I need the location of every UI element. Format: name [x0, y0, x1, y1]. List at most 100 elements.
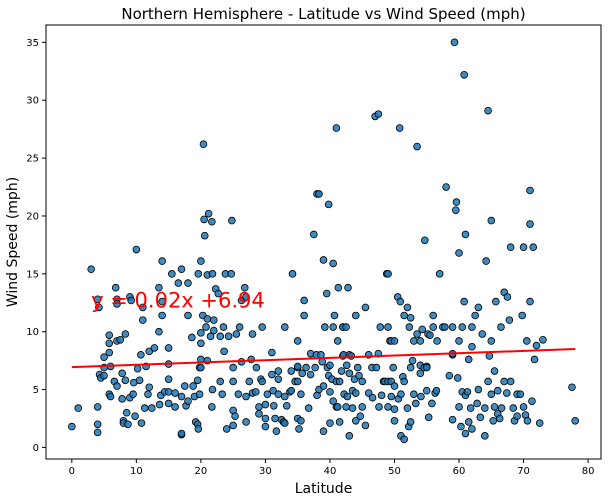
data-point: [280, 419, 289, 427]
data-point: [197, 363, 205, 372]
data-point: [497, 323, 505, 331]
data-point: [400, 311, 408, 320]
data-point: [539, 335, 547, 344]
data-point: [450, 38, 459, 47]
data-point: [322, 289, 331, 298]
data-point: [158, 311, 166, 320]
data-point: [493, 386, 502, 395]
data-point: [248, 330, 257, 338]
data-point: [351, 389, 360, 397]
x-tick-label: 20: [195, 466, 208, 477]
y-tick-label: 20: [26, 211, 39, 222]
data-point: [329, 397, 337, 405]
data-point: [457, 422, 465, 431]
data-point: [487, 337, 496, 345]
data-point: [168, 270, 176, 278]
data-point: [368, 393, 377, 402]
data-point: [503, 293, 512, 301]
data-point: [129, 390, 137, 398]
data-point: [441, 323, 449, 331]
data-point: [139, 316, 147, 324]
data-point: [124, 420, 132, 429]
data-point: [345, 432, 354, 440]
data-point: [164, 375, 173, 383]
data-point: [478, 330, 487, 338]
data-point: [93, 420, 102, 429]
data-point: [482, 257, 490, 265]
data-point: [155, 283, 163, 292]
data-point: [390, 417, 399, 425]
data-point: [197, 339, 205, 348]
data-point: [105, 348, 114, 357]
data-point: [310, 230, 318, 239]
data-point: [131, 412, 139, 420]
data-point: [195, 390, 204, 398]
x-axis-label: Latitude: [295, 481, 353, 497]
data-point: [261, 422, 270, 431]
data-point: [155, 327, 163, 336]
data-point: [351, 417, 360, 425]
data-point: [242, 392, 250, 401]
data-point: [272, 427, 281, 436]
data-point: [361, 303, 370, 312]
data-point: [487, 216, 496, 225]
data-point: [348, 404, 357, 412]
data-point: [93, 295, 102, 304]
x-tick-label: 0: [69, 466, 75, 477]
data-point: [302, 363, 310, 372]
data-point: [155, 400, 164, 409]
data-point: [171, 403, 179, 411]
data-point: [145, 347, 154, 356]
data-point: [484, 106, 492, 115]
data-point: [315, 190, 323, 198]
data-point: [320, 323, 329, 331]
data-point: [184, 397, 192, 405]
data-point: [395, 124, 404, 132]
data-point: [464, 418, 473, 426]
data-point: [326, 361, 334, 370]
data-point: [374, 110, 383, 118]
data-point: [258, 377, 266, 386]
data-point: [424, 413, 433, 422]
data-point: [222, 425, 231, 433]
data-point: [568, 383, 576, 392]
data-point: [405, 323, 414, 331]
data-point: [487, 390, 496, 398]
data-point: [245, 377, 254, 386]
data-point: [105, 339, 114, 348]
data-point: [164, 399, 173, 408]
data-point: [229, 377, 237, 386]
data-point: [220, 347, 228, 356]
data-point: [100, 353, 108, 361]
data-point: [122, 408, 131, 417]
data-point: [287, 367, 296, 375]
data-point: [403, 404, 412, 412]
data-point: [240, 283, 249, 292]
data-point: [532, 341, 541, 350]
data-point: [274, 375, 283, 383]
regression-line: [71, 348, 576, 369]
data-point: [476, 413, 485, 422]
data-point: [416, 337, 425, 345]
y-tick-label: 10: [26, 327, 39, 338]
data-point: [406, 418, 415, 426]
data-point: [445, 371, 454, 380]
data-point: [164, 344, 173, 352]
data-point: [530, 355, 539, 364]
data-point: [194, 425, 203, 433]
data-point: [358, 403, 367, 411]
data-point: [74, 404, 83, 412]
data-point: [224, 332, 233, 341]
data-point: [528, 397, 536, 405]
data-point: [344, 283, 352, 292]
data-point: [197, 329, 205, 337]
data-point: [235, 323, 244, 331]
data-point: [203, 315, 212, 323]
data-point: [268, 348, 276, 357]
data-point: [453, 374, 462, 382]
data-point: [242, 293, 250, 301]
data-point: [209, 326, 218, 335]
data-point: [429, 323, 438, 331]
data-point: [139, 303, 147, 312]
